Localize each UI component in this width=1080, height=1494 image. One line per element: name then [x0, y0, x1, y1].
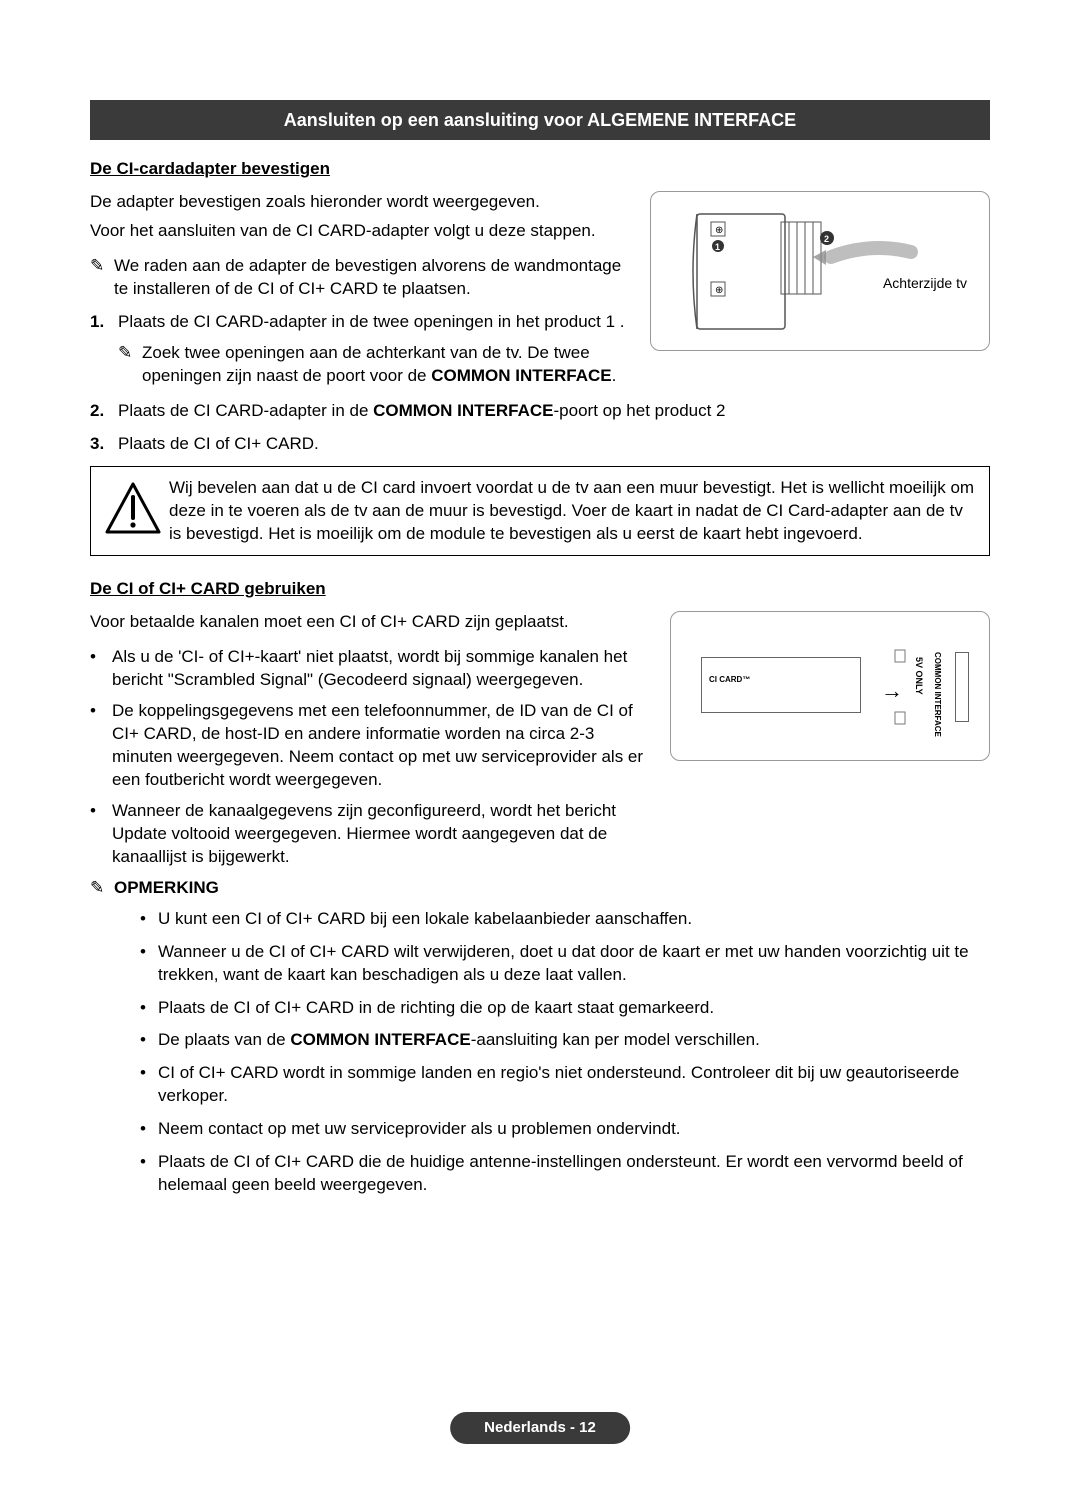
- note-item-6: •Neem contact op met uw serviceprovider …: [140, 1118, 990, 1141]
- bullet-text: De koppelingsgegevens met een telefoonnu…: [112, 700, 652, 792]
- use-bullet-3: • Wanneer de kanaalgegevens zijn geconfi…: [90, 800, 652, 869]
- step-1: 1. Plaats de CI CARD-adapter in de twee …: [90, 311, 632, 388]
- note-item-5: •CI of CI+ CARD wordt in sommige landen …: [140, 1062, 990, 1108]
- figure-ci-card: CI CARD™ → 5V ONLY COMMON INTERFACE: [670, 611, 990, 761]
- step-3-text: Plaats de CI of CI+ CARD.: [118, 433, 990, 456]
- note-item-2: •Wanneer u de CI of CI+ CARD wilt verwij…: [140, 941, 990, 987]
- bullet-text: Wanneer de kanaalgegevens zijn geconfigu…: [112, 800, 652, 869]
- note-text: De plaats van de COMMON INTERFACE-aanslu…: [158, 1029, 990, 1052]
- svg-text:1: 1: [715, 242, 720, 252]
- warning-box: Wij bevelen aan dat u de CI card invoert…: [90, 466, 990, 557]
- tv-back-illustration: ⊕ 1 ⊕ 2: [651, 192, 991, 352]
- step-1-text: Plaats de CI CARD-adapter in de twee ope…: [118, 312, 625, 331]
- note-text: Plaats de CI of CI+ CARD die de huidige …: [158, 1151, 990, 1197]
- intro-line-1: De adapter bevestigen zoals hieronder wo…: [90, 191, 632, 214]
- note-item-1: •U kunt een CI of CI+ CARD bij een lokal…: [140, 908, 990, 931]
- use-intro: Voor betaalde kanalen moet een CI of CI+…: [90, 611, 652, 634]
- step-num: 1.: [90, 311, 118, 388]
- note-text: Plaats de CI of CI+ CARD in de richting …: [158, 997, 990, 1020]
- step-1-subnote: ✎ Zoek twee openingen aan de achterkant …: [118, 342, 632, 388]
- note-text: Neem contact op met uw serviceprovider a…: [158, 1118, 990, 1141]
- step-2: 2. Plaats de CI CARD-adapter in de COMMO…: [90, 400, 990, 423]
- note-recommend: ✎ We raden aan de adapter de bevestigen …: [90, 255, 632, 301]
- note-item-7: •Plaats de CI of CI+ CARD die de huidige…: [140, 1151, 990, 1197]
- step-num: 3.: [90, 433, 118, 456]
- page-footer: Nederlands - 12: [450, 1412, 630, 1444]
- step-2-text: Plaats de CI CARD-adapter in de COMMON I…: [118, 400, 990, 423]
- heading-use: De CI of CI+ CARD gebruiken: [90, 578, 990, 601]
- note-text: CI of CI+ CARD wordt in sommige landen e…: [158, 1062, 990, 1108]
- figure-label: Achterzijde tv: [883, 274, 967, 293]
- heading-attach: De CI-cardadapter bevestigen: [90, 158, 990, 181]
- warning-text: Wij bevelen aan dat u de CI card invoert…: [169, 477, 975, 546]
- warning-icon: [105, 482, 169, 541]
- figure-tv-back: ⊕ 1 ⊕ 2 Achterzijde tv: [650, 191, 990, 351]
- section-title: Aansluiten op een aansluiting voor ALGEM…: [90, 100, 990, 140]
- note-text: We raden aan de adapter de bevestigen al…: [114, 255, 632, 301]
- note-item-3: •Plaats de CI of CI+ CARD in de richting…: [140, 997, 990, 1020]
- step-3: 3. Plaats de CI of CI+ CARD.: [90, 433, 990, 456]
- svg-text:2: 2: [824, 234, 829, 244]
- step-num: 2.: [90, 400, 118, 423]
- bullet-dot: •: [90, 800, 112, 869]
- use-bullet-1: • Als u de 'CI- of CI+-kaart' niet plaat…: [90, 646, 652, 692]
- svg-text:⊕: ⊕: [715, 225, 723, 236]
- bullet-dot: •: [90, 700, 112, 792]
- intro-line-2: Voor het aansluiten van de CI CARD-adapt…: [90, 220, 632, 243]
- bullet-text: Als u de 'CI- of CI+-kaart' niet plaatst…: [112, 646, 652, 692]
- bullet-dot: •: [90, 646, 112, 692]
- use-bullet-2: • De koppelingsgegevens met een telefoon…: [90, 700, 652, 792]
- svg-text:⊕: ⊕: [715, 285, 723, 296]
- ci-slot-svg: [671, 612, 991, 762]
- note-item-4: •De plaats van de COMMON INTERFACE-aansl…: [140, 1029, 990, 1052]
- opmerking-heading: ✎ OPMERKING: [90, 877, 990, 900]
- step-1-sub-text: Zoek twee openingen aan de achterkant va…: [142, 342, 632, 388]
- note-text: U kunt een CI of CI+ CARD bij een lokale…: [158, 908, 990, 931]
- note-icon: ✎: [118, 342, 142, 388]
- opmerking-label: OPMERKING: [114, 877, 219, 900]
- note-text: Wanneer u de CI of CI+ CARD wilt verwijd…: [158, 941, 990, 987]
- note-icon: ✎: [90, 255, 114, 301]
- note-icon: ✎: [90, 877, 114, 900]
